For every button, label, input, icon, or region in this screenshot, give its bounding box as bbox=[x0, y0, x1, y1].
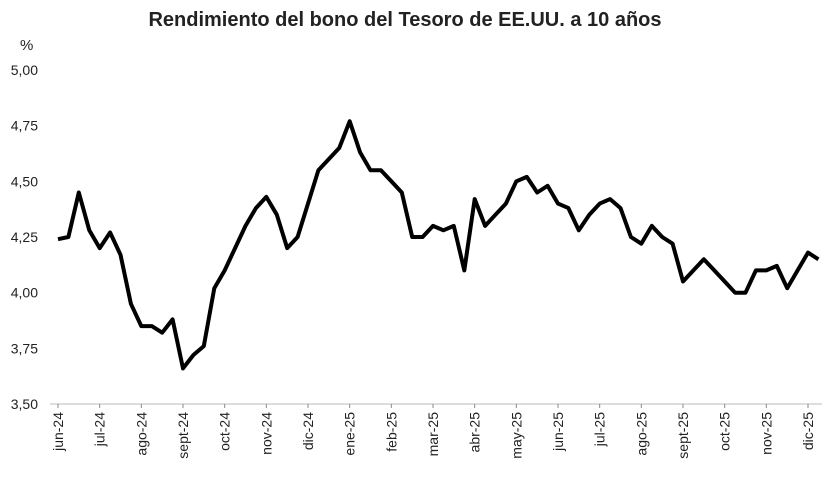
x-tick-label: jun-25 bbox=[550, 412, 566, 452]
y-tick-label: 4,50 bbox=[11, 173, 38, 189]
yield-line bbox=[57, 119, 820, 371]
y-tick-label: 4,75 bbox=[11, 118, 38, 134]
x-tick-label: jul-25 bbox=[592, 412, 608, 447]
x-tick-label: nov-25 bbox=[758, 412, 774, 455]
x-tick-label: oct-25 bbox=[717, 412, 733, 451]
x-tick-label: jun-24 bbox=[50, 412, 66, 452]
x-tick-label: sept-24 bbox=[175, 412, 191, 459]
x-tick-label: oct-24 bbox=[217, 412, 233, 451]
x-tick-label: ene-25 bbox=[342, 412, 358, 456]
x-tick-label: dic-25 bbox=[800, 412, 816, 450]
x-tick-label: nov-24 bbox=[258, 412, 274, 455]
x-tick-label: mar-25 bbox=[425, 412, 441, 457]
x-tick-label: abr-25 bbox=[467, 412, 483, 453]
x-tick-label: may-25 bbox=[508, 412, 524, 459]
x-tick-label: sept-25 bbox=[675, 412, 691, 459]
x-tick-label: feb-25 bbox=[383, 412, 399, 452]
y-tick-label: 3,50 bbox=[11, 396, 38, 412]
x-tick-label: dic-24 bbox=[300, 412, 316, 450]
x-tick-label: ago-24 bbox=[133, 412, 149, 456]
y-tick-label: 5,00 bbox=[11, 62, 38, 78]
y-axis-label: % bbox=[20, 37, 33, 54]
chart-title: Rendimiento del bono del Tesoro de EE.UU… bbox=[148, 9, 661, 31]
x-tick-label: jul-24 bbox=[92, 412, 108, 447]
y-tick-label: 4,25 bbox=[11, 229, 38, 245]
y-tick-label: 3,75 bbox=[11, 340, 38, 356]
y-tick-label: 4,00 bbox=[11, 285, 38, 301]
x-tick-label: ago-25 bbox=[633, 412, 649, 456]
